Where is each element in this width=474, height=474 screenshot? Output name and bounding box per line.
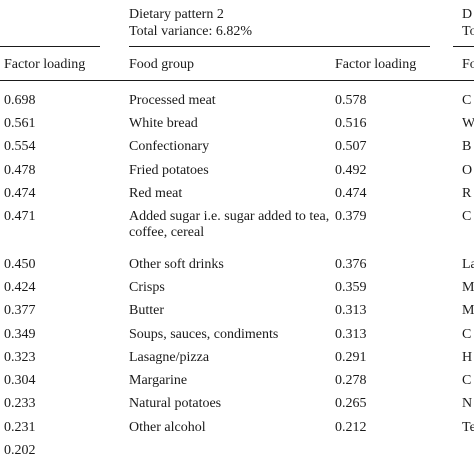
col3-fragment: O [462,163,473,178]
col1-header-rule [0,46,100,47]
pattern3-title-fragment: D [462,7,473,22]
food-group: Other alcohol [129,420,206,435]
col3-fragment: H [462,350,473,365]
header-food-group-3-fragment: Fo [462,57,474,72]
food-group: White bread [129,116,198,131]
col3-fragment: La [462,257,474,272]
col1-loading: 0.471 [4,209,36,224]
col3-fragment: M [462,303,474,318]
factor-loading: 0.278 [335,373,367,388]
factor-loading: 0.474 [335,186,367,201]
col1-loading: 0.349 [4,327,36,342]
col3-fragment: W [462,116,474,131]
food-group: Fried potatoes [129,163,209,178]
food-group: Processed meat [129,93,216,108]
food-group: Red meat [129,186,183,201]
pattern3-variance-fragment: To [462,24,474,39]
col1-loading: 0.474 [4,186,36,201]
col1-loading: 0.377 [4,303,36,318]
col3-fragment: C [462,373,472,388]
header-factor-loading-1: Factor loading [4,57,86,72]
col3-fragment: Te [462,420,474,435]
food-group: Added sugar i.e. sugar added to tea, cof… [129,209,330,240]
col1-loading: 0.698 [4,93,36,108]
pattern2-title: Dietary pattern 2 [129,7,224,22]
factor-loading: 0.212 [335,420,367,435]
factor-loading: 0.507 [335,139,367,154]
food-group: Soups, sauces, condiments [129,327,279,342]
col1-loading: 0.554 [4,139,36,154]
food-group: Lasagne/pizza [129,350,210,365]
factor-loading: 0.359 [335,280,367,295]
factor-loading: 0.578 [335,93,367,108]
food-group: Other soft drinks [129,257,224,272]
pattern2-variance: Total variance: 6.82% [129,24,253,39]
col3-fragment: R [462,186,472,201]
col1-loading: 0.424 [4,280,36,295]
header-factor-loading-2: Factor loading [335,57,417,72]
column-header-rule [0,80,474,81]
col1-loading: 0.304 [4,373,36,388]
col3-fragment: C [462,93,472,108]
col3-fragment: N [462,396,473,411]
col1-loading: 0.231 [4,420,36,435]
col3-fragment: B [462,139,472,154]
factor-loading: 0.376 [335,257,367,272]
col1-loading: 0.561 [4,116,36,131]
col3-fragment: C [462,327,472,342]
food-group: Margarine [129,373,188,388]
factor-loading: 0.265 [335,396,367,411]
col3-fragment: M [462,280,474,295]
factor-loading: 0.291 [335,350,367,365]
col1-loading: 0.478 [4,163,36,178]
factor-loading: 0.379 [335,209,367,224]
col1-loading: 0.202 [4,443,36,458]
factor-loading: 0.313 [335,327,367,342]
col1-loading: 0.233 [4,396,36,411]
factor-loading: 0.492 [335,163,367,178]
header-food-group-2: Food group [129,57,194,72]
col1-loading: 0.450 [4,257,36,272]
food-group: Crisps [129,280,165,295]
food-group: Confectionary [129,139,210,154]
col3-fragment: C [462,209,472,224]
factor-loading: 0.313 [335,303,367,318]
pattern2-header-rule [129,46,430,47]
food-group: Butter [129,303,164,318]
factor-loading: 0.516 [335,116,367,131]
food-group: Natural potatoes [129,396,222,411]
col1-loading: 0.323 [4,350,36,365]
pattern3-header-rule [453,46,474,47]
